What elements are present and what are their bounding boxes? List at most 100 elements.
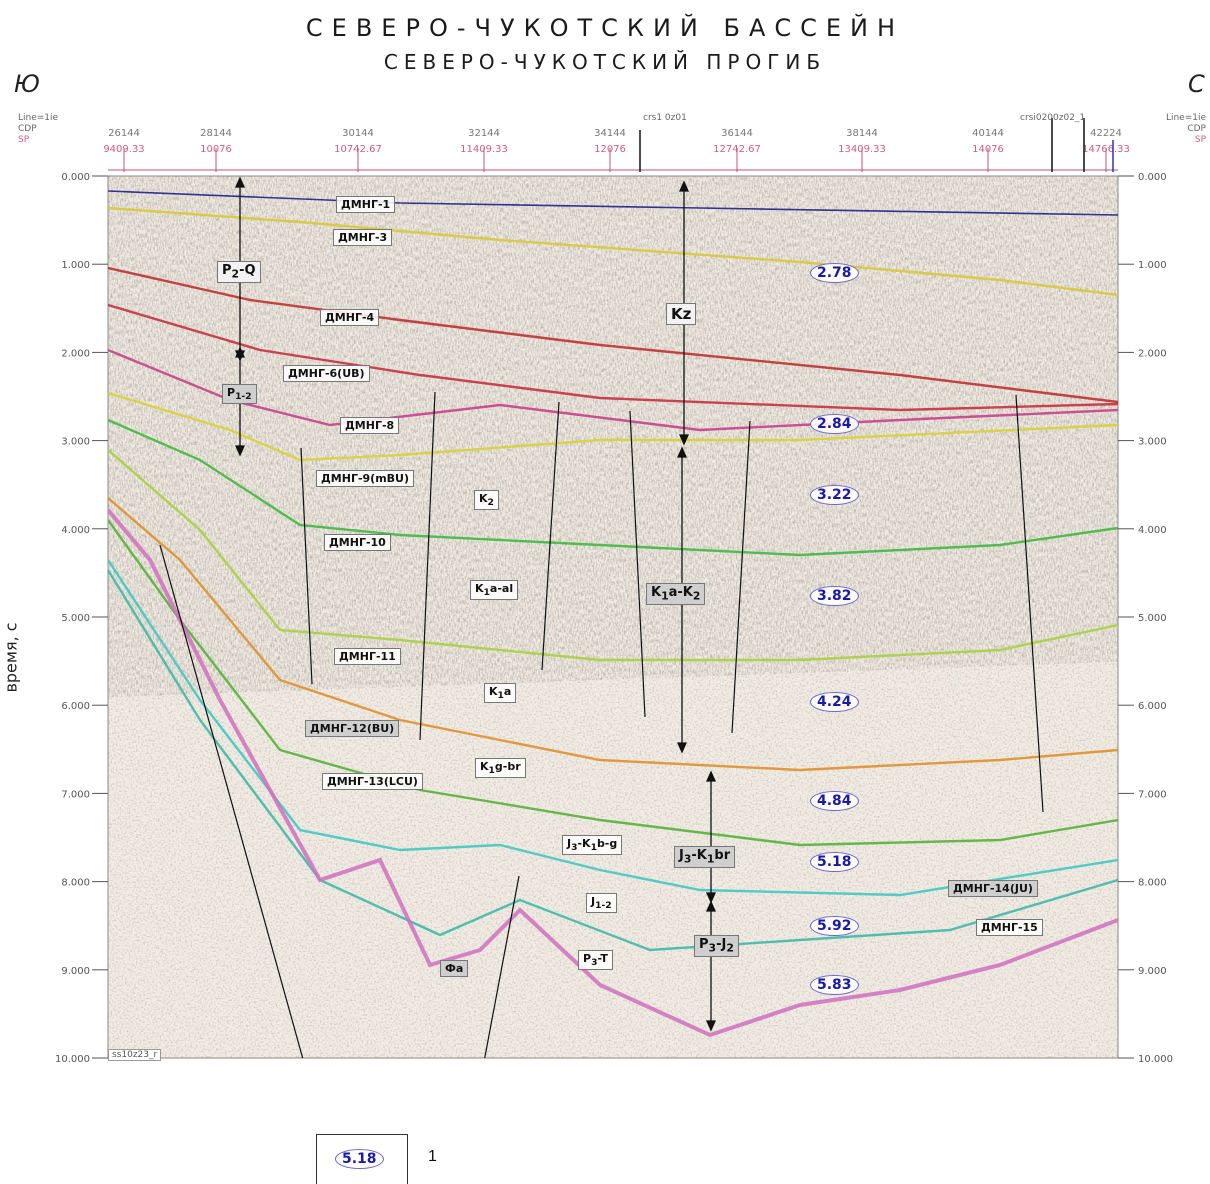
cdp-tick-label: 30144 xyxy=(342,128,374,139)
line-marker-text: crsi0200z02_1 xyxy=(1020,113,1085,123)
velocity-ellipse: 3.22 xyxy=(810,485,859,505)
horizon-line xyxy=(108,559,1118,897)
time-tick-label: 1.000 xyxy=(61,260,90,271)
sp-tick-label: 11409.33 xyxy=(460,144,508,155)
horizon-line xyxy=(108,303,1118,412)
unit-label: K2 xyxy=(474,490,499,511)
velocity-ellipse: 4.24 xyxy=(810,692,859,712)
sp-tick-label: 13409.33 xyxy=(838,144,886,155)
sp-tick-label: 10076 xyxy=(200,144,232,155)
line-marker-text: crs1 0z01 xyxy=(643,113,687,123)
header-labels-right: Line=1ie CDP SP xyxy=(1150,113,1206,146)
fault-line xyxy=(731,420,751,734)
horizon-label: ДМНГ-9(mBU) xyxy=(316,470,415,487)
line-id-stamp: ss10z23_r xyxy=(108,1049,162,1061)
sp-tick-label: 14766.33 xyxy=(1082,144,1130,155)
time-tick-label: 9.000 xyxy=(61,966,90,977)
cdp-tick-label: 34144 xyxy=(594,128,626,139)
horizon-label: ДМНГ-4 xyxy=(320,309,380,326)
horizon-label: ДМНГ-8 xyxy=(340,417,400,434)
horizon-line xyxy=(108,190,1118,216)
legend-velocity-sample: 5.18 xyxy=(335,1149,384,1169)
section-title: СЕВЕРО-ЧУКОТСКИЙ БАССЕЙН xyxy=(305,14,905,42)
horizon-label: ДМНГ-6(UB) xyxy=(283,365,370,382)
horizon-label: ДМНГ-15 xyxy=(976,919,1043,936)
horizon-label: ДМНГ-11 xyxy=(334,648,401,665)
time-tick-label: 5.000 xyxy=(61,613,90,624)
fault-line xyxy=(484,875,520,1058)
velocity-ellipse: 2.84 xyxy=(810,414,859,434)
sp-tick-label: 9409.33 xyxy=(103,144,144,155)
cdp-row-label: CDP xyxy=(18,124,37,134)
time-tick-label: 10.000 xyxy=(55,1054,90,1065)
fault-line xyxy=(629,410,646,718)
time-tick-label: 7.000 xyxy=(1138,789,1167,800)
arrow-head xyxy=(676,742,688,754)
arrow-head xyxy=(705,770,717,782)
time-tick-label: 1.000 xyxy=(1138,260,1167,271)
unit-label: Kz xyxy=(666,303,697,325)
legend-number: 1 xyxy=(428,1148,437,1165)
unit-label: K1g-br xyxy=(475,758,526,779)
fault-line xyxy=(300,447,313,685)
line-row-label: Line=1ie xyxy=(18,113,59,123)
arrow-head xyxy=(678,180,690,192)
horizon-label: ДМНГ-10 xyxy=(324,534,391,551)
legend-box: 5.18 xyxy=(316,1134,408,1184)
sp-tick-label: 10742.67 xyxy=(334,144,382,155)
arrow-head xyxy=(234,176,246,188)
arrow-head xyxy=(705,892,717,904)
horizon-line xyxy=(108,519,1118,847)
velocity-ellipse: 5.18 xyxy=(810,852,859,872)
horizon-label: ДМНГ-13(LCU) xyxy=(322,773,423,790)
cdp-tick-label: 40144 xyxy=(972,128,1004,139)
cdp-tick-label: 28144 xyxy=(200,128,232,139)
velocity-ellipse: 4.84 xyxy=(810,791,859,811)
velocity-ellipse: 2.78 xyxy=(810,263,859,283)
sp-tick-label: 14076 xyxy=(972,144,1004,155)
time-tick-label: 9.000 xyxy=(1138,966,1167,977)
sp-tick-label: 12742.67 xyxy=(713,144,761,155)
horizon-line xyxy=(108,569,1118,952)
header-labels-left: Line=1ie CDP SP xyxy=(18,113,58,146)
horizon-line xyxy=(108,418,1118,557)
horizon-line xyxy=(108,266,1118,404)
arrow-head xyxy=(705,1020,717,1032)
velocity-ellipse: 5.83 xyxy=(810,975,859,995)
unit-label: K1a xyxy=(484,683,517,704)
time-tick-label: 6.000 xyxy=(61,701,90,712)
time-tick-label: 4.000 xyxy=(1138,525,1167,536)
basement-reflector xyxy=(108,508,1118,1038)
cdp-row-label-right: CDP xyxy=(1187,124,1206,134)
time-tick-label: 2.000 xyxy=(61,348,90,359)
time-tick-label: 6.000 xyxy=(1138,701,1167,712)
unit-label: Фа xyxy=(440,960,469,977)
horizon-line xyxy=(108,391,1118,462)
fault-line xyxy=(541,401,560,671)
horizon-line xyxy=(108,206,1118,297)
cdp-tick-label: 38144 xyxy=(846,128,878,139)
fault-line xyxy=(159,544,304,1058)
unit-label: K1a-al xyxy=(470,580,519,601)
horizon-label: ДМНГ-12(BU) xyxy=(305,720,400,737)
velocity-ellipse: 5.92 xyxy=(810,916,859,936)
horizon-line xyxy=(108,497,1118,772)
time-tick-label: 8.000 xyxy=(61,878,90,889)
line-row-label-right: Line=1ie xyxy=(1165,113,1206,123)
unit-label: P3-J2 xyxy=(694,935,739,957)
time-tick-label: 8.000 xyxy=(1138,878,1167,889)
unit-label: J3-K1b-g xyxy=(562,835,623,856)
cdp-tick-label: 26144 xyxy=(108,128,140,139)
horizon-label: ДМНГ-3 xyxy=(333,229,393,246)
time-tick-label: 7.000 xyxy=(61,789,90,800)
horizon-label: ДМНГ-14(JU) xyxy=(948,880,1038,897)
unit-label: P2-Q xyxy=(217,261,261,283)
sp-row-label: SP xyxy=(18,135,30,145)
time-tick-label: 4.000 xyxy=(61,525,90,536)
unit-label: K1a-K2 xyxy=(646,583,706,605)
arrow-head xyxy=(678,434,690,446)
velocity-ellipse: 3.82 xyxy=(810,586,859,606)
time-tick-label: 2.000 xyxy=(1138,348,1167,359)
unit-label: P3-T xyxy=(578,950,613,971)
cdp-tick-label: 32144 xyxy=(468,128,500,139)
